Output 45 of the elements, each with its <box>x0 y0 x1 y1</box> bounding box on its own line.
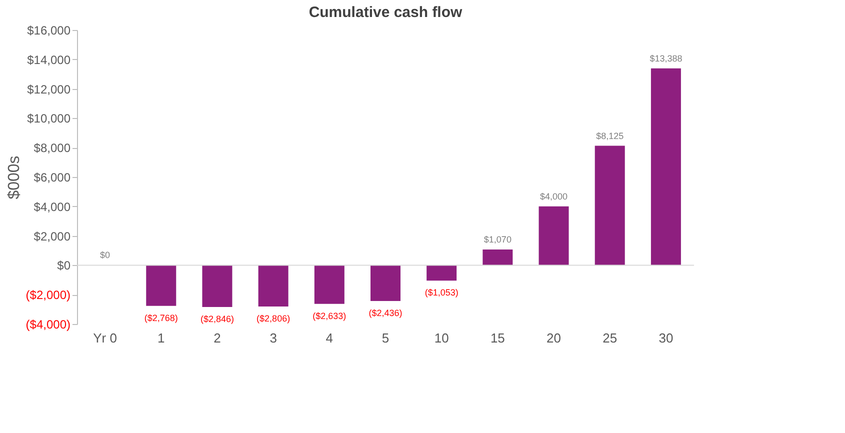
bar <box>258 265 288 306</box>
data-label: $13,388 <box>650 53 682 64</box>
y-tick-label: $6,000 <box>34 170 71 184</box>
bar <box>650 68 681 266</box>
y-tick-label: $8,000 <box>34 141 71 156</box>
data-label: $4,000 <box>540 191 568 202</box>
bar <box>482 249 513 266</box>
x-tick-label: 20 <box>546 330 562 346</box>
data-label: ($2,436) <box>368 308 402 318</box>
x-tick-label: 2 <box>214 330 221 346</box>
data-label: ($2,768) <box>144 312 178 323</box>
y-axis-title: $000s <box>6 156 23 200</box>
data-label: $8,125 <box>596 130 624 141</box>
x-tick-label: 3 <box>270 330 277 346</box>
x-tick-label: 10 <box>434 330 449 346</box>
bar <box>426 265 457 281</box>
bar <box>370 265 400 302</box>
x-tick-label: 4 <box>326 330 334 346</box>
y-tick-label: $16,000 <box>27 24 71 38</box>
chart-title: Cumulative cash flow <box>308 4 463 21</box>
data-label: ($1,053) <box>424 288 458 298</box>
x-tick-label: 25 <box>602 330 618 346</box>
bar <box>146 265 176 306</box>
data-label: ($2,806) <box>256 313 290 324</box>
data-label: $0 <box>100 250 110 260</box>
y-tick-label: $0 <box>57 258 71 273</box>
bar <box>594 146 625 266</box>
x-tick-label: Yr 0 <box>93 330 117 346</box>
y-tick-label: $2,000 <box>34 229 71 244</box>
x-tick-label: 15 <box>490 330 505 346</box>
data-label: $1,070 <box>484 234 512 244</box>
bar <box>314 265 344 304</box>
y-tick-label: ($2,000) <box>26 288 70 302</box>
y-tick-label: ($4,000) <box>26 318 70 332</box>
y-tick-label: $10,000 <box>27 112 71 126</box>
y-tick-label: $12,000 <box>27 82 71 96</box>
x-tick-label: 30 <box>658 330 674 346</box>
data-label: ($2,846) <box>200 314 234 324</box>
bar <box>202 265 232 308</box>
x-tick-label: 1 <box>158 330 165 346</box>
y-tick-label: $4,000 <box>34 200 71 214</box>
data-label: ($2,633) <box>312 310 346 321</box>
y-tick-label: $14,000 <box>27 52 71 67</box>
bar <box>538 206 569 266</box>
x-tick-label: 5 <box>382 330 390 346</box>
